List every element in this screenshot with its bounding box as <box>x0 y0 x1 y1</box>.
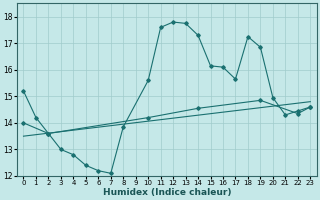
X-axis label: Humidex (Indice chaleur): Humidex (Indice chaleur) <box>103 188 231 197</box>
